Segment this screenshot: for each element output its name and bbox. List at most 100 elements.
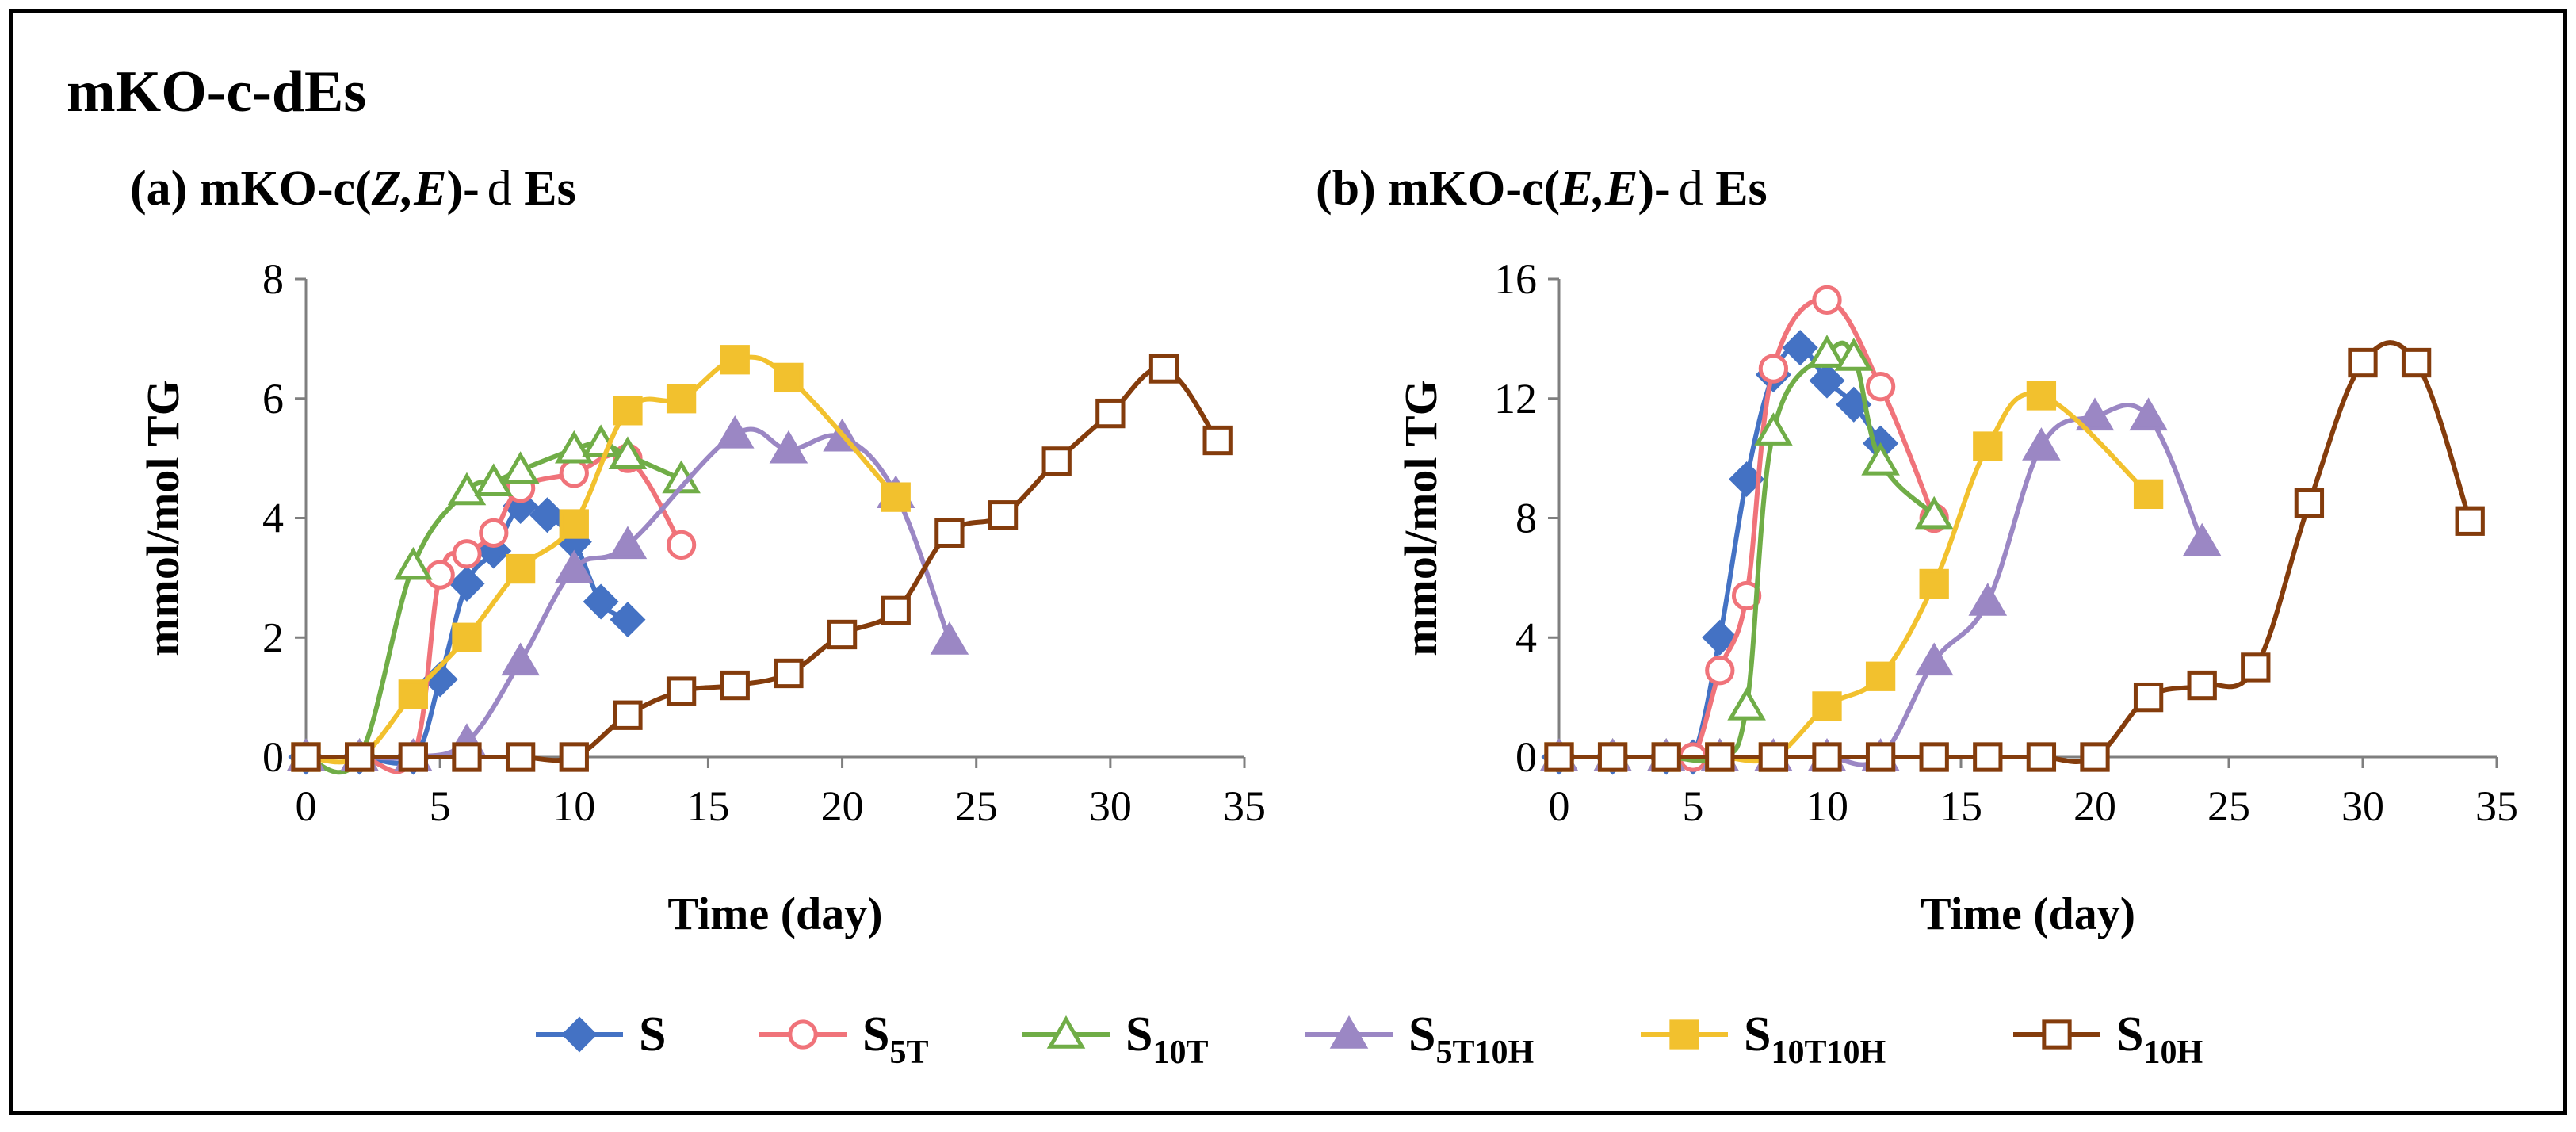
panel-a-point-S10H — [720, 670, 750, 701]
panel-a-x-tick-label: 10 — [552, 782, 595, 830]
panel-b-point-S5T — [1812, 285, 1842, 316]
panel-b-point-S10T — [1861, 442, 1900, 476]
panel-b-y-tick-label: 16 — [1494, 255, 1537, 303]
panel-b-point-S5T10H — [2182, 522, 2222, 556]
panel-a-y-tick-label: 6 — [262, 375, 284, 423]
panel-a-title-end: Es — [512, 162, 576, 216]
panel-b-x-tick-label: 15 — [1940, 782, 1982, 830]
panel-a-point-S10T — [394, 546, 433, 580]
panel-a-point-S — [610, 602, 646, 638]
panel-b-y-tick-label: 8 — [1515, 495, 1537, 542]
panel-a-series-S10H — [291, 354, 1233, 772]
panel-b-series-S10H — [1544, 340, 2485, 772]
legend-label-S5T10H: S5T10H — [1408, 1008, 1534, 1071]
panel-b-point-S10H — [2133, 682, 2164, 713]
panel-b-point-S10T10H — [1812, 691, 1842, 721]
panel-a-point-S10H — [452, 742, 482, 772]
panel-b-x-tick-label: 35 — [2475, 782, 2518, 830]
panel-a-y-tick-label: 0 — [262, 733, 284, 781]
panel-b-point-S10T — [1727, 686, 1766, 721]
legend-label-base: S — [639, 1008, 666, 1061]
panel-b-chart: (b) mKO-c(E,E)- d Es 0 4 8 12 16 0 5 10 15 20 25 30 35… — [1316, 162, 2518, 939]
legend-label-sub: 10T10H — [1771, 1034, 1886, 1071]
panel-a-point-S10H — [774, 658, 804, 689]
panel-a-point-S5T — [452, 539, 482, 569]
legend-label-S10H: S10H — [2116, 1008, 2203, 1071]
panel-a-point-S5T — [666, 530, 697, 560]
panel-a-y-tick-label: 8 — [262, 255, 284, 303]
legend-label-S: S — [639, 1008, 666, 1061]
legend-item-S5T10H: S5T10H — [1305, 1008, 1534, 1071]
legend-marker-S5T — [788, 1019, 818, 1050]
panel-a-point-S10H — [559, 742, 589, 772]
panel-a-point-S5T10H — [715, 415, 755, 449]
panel-b-point-S5T — [1731, 580, 1762, 611]
legend-marker-S — [561, 1016, 598, 1053]
legend-label-base: S — [1408, 1008, 1435, 1061]
panel-b-x-tick-label: 25 — [2207, 782, 2250, 830]
panel-a-chart: (a) mKO-c(Z,E)- d Es 0 2 4 6 8 0 5 10 15 20 25 30 35 Ti… — [130, 162, 1266, 939]
panel-a-point-S10T10H — [505, 553, 536, 584]
panel-a-point-S5T — [425, 560, 455, 590]
panel-a-point-S — [449, 565, 485, 602]
panel-a-x-tick-label: 0 — [296, 782, 317, 830]
panel-b-title-isomer: E,E — [1559, 162, 1638, 216]
panel-b-point-S — [1809, 362, 1845, 399]
panel-a-title-prefix: (a) mKO-c( — [130, 162, 372, 216]
legend-marker-S10T10H — [1669, 1019, 1699, 1050]
panel-b-y-tick-label: 12 — [1494, 375, 1537, 423]
panel-b-point-S10H — [1973, 742, 2003, 772]
panel-b-point-S5T — [1865, 372, 1896, 402]
panel-b-point-S5T10H — [1914, 642, 1954, 676]
panel-b-title-suffix: )- — [1638, 162, 1670, 216]
panel-a-x-tick-label: 5 — [430, 782, 451, 830]
legend-label-S10T: S10T — [1126, 1008, 1209, 1071]
panel-a-point-S10T — [447, 472, 487, 506]
panel-a-series-S10T10H — [291, 345, 911, 772]
panel-b-point-S10H — [2241, 652, 2271, 683]
panel-a-point-S10H — [827, 619, 858, 650]
panel-b-point-S10T10H — [1865, 661, 1896, 691]
panel-a-point-S5T — [559, 458, 589, 488]
panel-b-title-end: Es — [1703, 162, 1768, 216]
panel-b-title-prefix: (b) mKO-c( — [1316, 162, 1560, 216]
panel-a-x-tick-label: 20 — [821, 782, 864, 830]
panel-a-title-isomer: Z,E — [371, 162, 447, 216]
panel-b-point-S5T10H — [1968, 583, 2008, 616]
panel-a-point-S5T10H — [608, 526, 648, 560]
panel-b-point-S5T10H — [2022, 427, 2061, 461]
panel-a-x-tick-label: 15 — [686, 782, 729, 830]
panel-b-title: (b) mKO-c(E,E)- d Es — [1316, 162, 1768, 216]
panel-b-point-S10H — [1597, 742, 1628, 772]
legend-item-S10T: S10T — [1022, 1008, 1209, 1071]
figure-title: mKO-c-dEs — [67, 59, 366, 124]
panel-b-x-axis-title: Time (day) — [1921, 888, 2135, 939]
panel-b-point-S10H — [2348, 347, 2378, 378]
panel-a-point-S5T — [479, 518, 509, 548]
panel-a-point-S5T10H — [930, 621, 969, 655]
panel-b-point-S5T10H — [2075, 397, 2115, 431]
panel-b-point-S10H — [2187, 670, 2217, 701]
legend-label-base: S — [862, 1008, 889, 1061]
panel-a-y-tick-label: 4 — [262, 495, 284, 542]
panel-b-point-S10T10H — [2026, 381, 2057, 411]
panel-b-x-tick-label: 30 — [2341, 782, 2384, 830]
panel-b-point-S5T — [1758, 354, 1789, 384]
panel-a-point-S10T — [608, 436, 648, 470]
panel-a-point-S10T — [474, 463, 514, 496]
panel-a-point-S5T10H — [554, 549, 594, 583]
panel-a-point-S10H — [988, 500, 1019, 530]
panel-b-title-d: d — [1679, 162, 1703, 216]
panel-b-point-S10H — [2026, 742, 2057, 772]
panel-b-point-S — [1782, 330, 1818, 366]
panel-b-y-tick-label: 4 — [1515, 614, 1537, 661]
panel-b-point-S10T10H — [1919, 568, 1949, 599]
legend-item-S10T10H: S10T10H — [1641, 1008, 1886, 1071]
panel-b-point-S10H — [1705, 742, 1735, 772]
panel-a-point-S5T10H — [769, 430, 808, 464]
panel-b-x-tick-label: 5 — [1683, 782, 1704, 830]
panel-a-point-S10H — [1202, 425, 1233, 456]
panel-b-point-S10H — [2401, 347, 2432, 378]
legend-label-sub: 10H — [2143, 1034, 2203, 1071]
panel-b-point-S10T — [1914, 495, 1954, 530]
